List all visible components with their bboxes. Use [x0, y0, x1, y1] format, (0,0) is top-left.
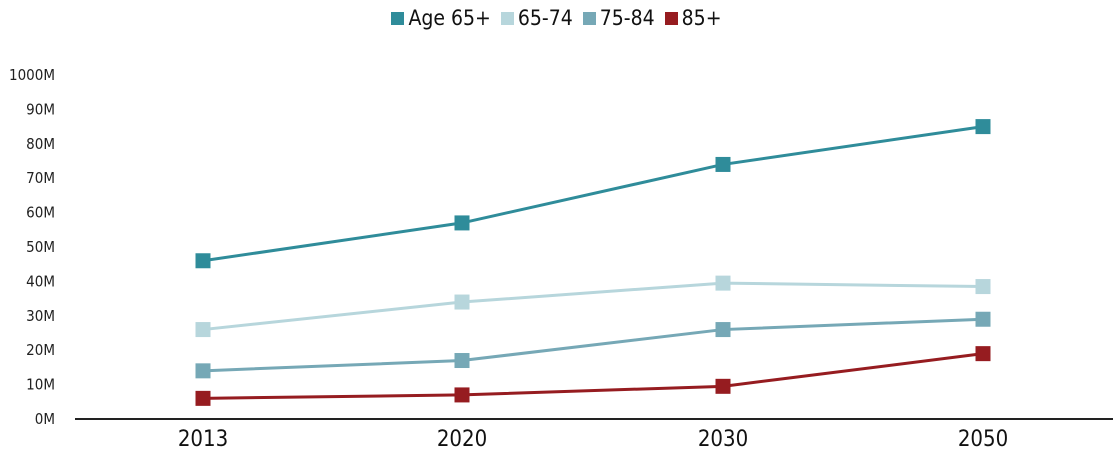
y-tick-label: 90M: [26, 100, 55, 118]
y-tick-label: 30M: [26, 307, 55, 325]
y-tick-label: 40M: [26, 272, 55, 290]
y-tick-label: 20M: [26, 341, 55, 359]
legend-swatch-age-65-plus: [391, 11, 405, 25]
series-line: [202, 317, 984, 373]
series-line: [202, 125, 984, 263]
legend: Age 65+ 65-74 75-84 85+: [0, 6, 1113, 30]
data-point-marker[interactable]: [715, 156, 731, 172]
x-tick-label: 2050: [958, 427, 1008, 450]
series-lines: [202, 125, 984, 400]
legend-label-65-74: 65-74: [517, 6, 573, 30]
data-point-marker[interactable]: [715, 322, 731, 338]
data-point-marker[interactable]: [195, 363, 211, 379]
data-point-marker[interactable]: [195, 253, 211, 269]
data-point-marker[interactable]: [454, 215, 470, 231]
legend-label-85-plus: 85+: [681, 6, 722, 30]
legend-label-75-84: 75-84: [599, 6, 655, 30]
y-tick-label: 1000M: [9, 66, 55, 84]
y-tick-label: 10M: [26, 376, 55, 394]
data-point-marker[interactable]: [715, 275, 731, 291]
legend-swatch-85-plus: [664, 11, 678, 25]
data-point-marker[interactable]: [975, 346, 991, 362]
x-tick-label: 2013: [178, 427, 228, 450]
data-point-marker[interactable]: [975, 279, 991, 295]
data-point-marker[interactable]: [975, 119, 991, 135]
data-point-marker[interactable]: [975, 311, 991, 327]
y-tick-label: 80M: [26, 135, 55, 153]
series-markers: [195, 119, 991, 406]
data-point-marker[interactable]: [454, 353, 470, 369]
data-point-marker[interactable]: [454, 387, 470, 403]
x-axis-ticks: 2013 2020 2030 2050: [178, 427, 1008, 450]
data-point-marker[interactable]: [454, 294, 470, 310]
series-line: [202, 281, 984, 332]
x-tick-label: 2020: [437, 427, 487, 450]
legend-label-age-65-plus: Age 65+: [408, 6, 491, 30]
series-line: [202, 352, 984, 400]
y-tick-label: 60M: [26, 204, 55, 222]
y-axis-ticks: 0M 10M 20M 30M 40M 50M 60M 70M 80M 90M 1000M: [9, 66, 55, 428]
legend-swatch-75-84: [582, 11, 596, 25]
data-point-marker[interactable]: [195, 390, 211, 406]
legend-swatch-65-74: [500, 11, 514, 25]
x-tick-label: 2030: [698, 427, 748, 450]
y-tick-label: 70M: [26, 169, 55, 187]
legend-item-age-65-plus[interactable]: Age 65+: [391, 6, 491, 30]
y-tick-label: 50M: [26, 238, 55, 256]
data-point-marker[interactable]: [715, 378, 731, 394]
legend-item-75-84[interactable]: 75-84: [582, 6, 655, 30]
legend-item-85-plus[interactable]: 85+: [664, 6, 722, 30]
y-tick-label: 0M: [35, 410, 55, 428]
data-point-marker[interactable]: [195, 322, 211, 338]
legend-item-65-74[interactable]: 65-74: [500, 6, 573, 30]
